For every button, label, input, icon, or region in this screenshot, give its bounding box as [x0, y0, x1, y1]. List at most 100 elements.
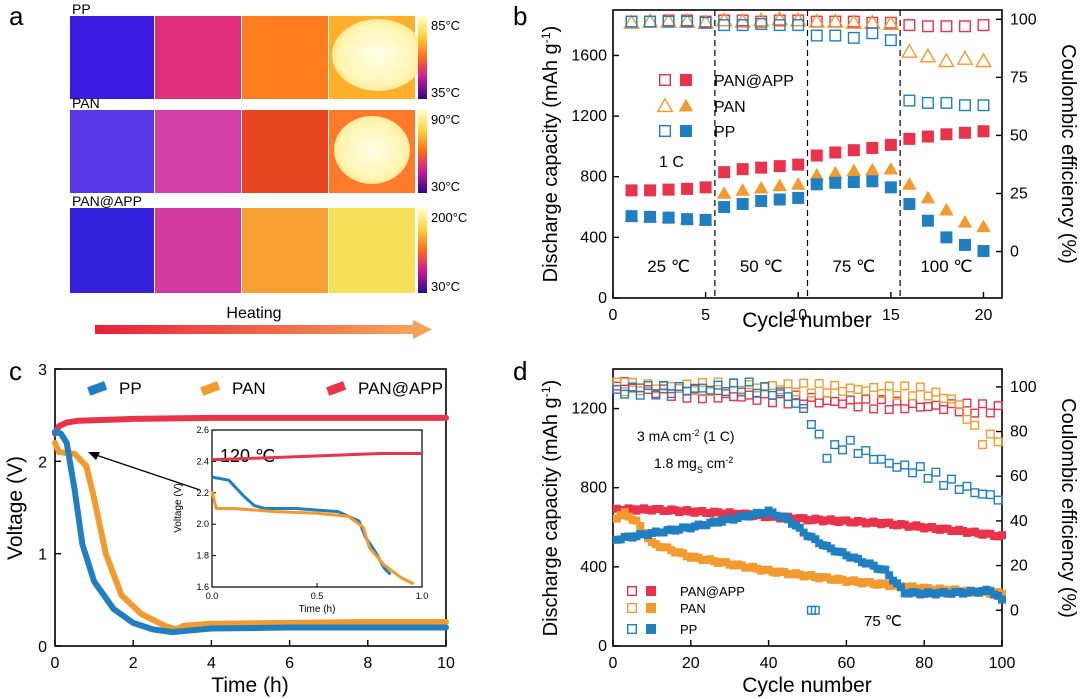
ce-point — [900, 381, 910, 391]
ir-scale-max-pan-app: 200°C — [431, 210, 467, 225]
capacity-point — [998, 531, 1006, 540]
legend-marker-open — [627, 603, 638, 614]
ce-point — [627, 382, 637, 392]
current-density-annotation: 3 mA cm-2 (1 C) — [637, 428, 734, 444]
ir-image-pan-app-2 — [155, 208, 241, 293]
capacity-point — [625, 184, 638, 197]
ce-point — [861, 446, 871, 456]
ce-point — [612, 384, 622, 394]
line-pp — [52, 428, 449, 636]
ce-point — [760, 381, 770, 391]
x-tick-label: 60 — [838, 655, 856, 672]
ir-scale-min-pan-app: 30°C — [431, 279, 460, 294]
ce-point — [861, 386, 871, 396]
x-tick-label: 2 — [129, 655, 138, 672]
capacity-point — [632, 516, 641, 525]
capacity-point — [847, 144, 860, 157]
capacity-point — [884, 138, 897, 151]
x-tick-label: 8 — [363, 655, 372, 672]
capacity-point — [718, 201, 731, 214]
y2-tick-label: 25 — [1010, 185, 1028, 202]
y-tick-label: 1200 — [571, 401, 607, 418]
ce-point — [729, 392, 739, 402]
ir-image-pan-3 — [242, 110, 328, 193]
inset-y-tick-label: 2.6 — [196, 425, 209, 435]
capacity-point — [620, 508, 629, 517]
ce-point — [792, 19, 805, 32]
ce-point — [903, 94, 916, 107]
capacity-point — [865, 162, 880, 176]
y-tick-label: 400 — [580, 559, 607, 576]
panel-letter-d: d — [513, 356, 527, 386]
ce-point — [783, 399, 793, 409]
ce-point — [884, 34, 897, 47]
y-tick-label: 400 — [580, 229, 607, 246]
x-axis-label: Time (h) — [211, 674, 288, 697]
ce-point — [939, 480, 949, 490]
ce-point — [822, 453, 832, 463]
capacity-point — [920, 190, 936, 204]
ce-point — [674, 384, 684, 394]
legend-label: PAN@APP — [358, 379, 443, 398]
ir-row-pp — [70, 16, 424, 99]
ce-point — [697, 383, 707, 393]
ce-point — [752, 11, 770, 27]
capacity-point — [958, 126, 971, 139]
x-tick-label: 4 — [207, 655, 216, 672]
capacity-point — [921, 214, 934, 227]
inset-x-label: Time (h) — [299, 604, 336, 615]
ce-point — [975, 52, 992, 68]
ce-point — [876, 389, 886, 399]
panel-letter-b: b — [513, 1, 527, 31]
panel-a: PP 85°C 35°C PAN 90°C 30°C PAN@APP — [70, 1, 467, 339]
line-pan — [52, 439, 449, 633]
ce-point — [681, 15, 694, 28]
ce-point — [705, 385, 715, 395]
ce-point — [697, 394, 707, 404]
y-tick-label: 2 — [38, 454, 47, 471]
series-pp-ce — [625, 15, 990, 112]
capacity-point — [866, 175, 879, 188]
capacity-point — [921, 130, 934, 143]
ce-point — [946, 394, 956, 404]
ce-point — [829, 29, 842, 42]
inset-y-tick-label: 2.2 — [196, 488, 209, 498]
capacity-point — [866, 141, 879, 154]
ce-point — [853, 402, 863, 412]
series-pp-ce — [612, 377, 1003, 505]
x-axis-label: Cycle number — [742, 674, 872, 697]
capacity-point — [810, 178, 823, 191]
ce-point — [869, 404, 879, 414]
ce-point — [767, 398, 777, 408]
ce-point — [915, 402, 925, 412]
y-tick-label: 1 — [38, 547, 47, 564]
capacity-point — [881, 565, 890, 574]
ce-point — [845, 383, 855, 393]
ce-point — [699, 16, 712, 29]
ce-point — [845, 435, 855, 445]
ce-point — [847, 31, 860, 44]
ce-point — [674, 383, 684, 393]
ce-point — [744, 380, 754, 390]
ce-point — [970, 488, 980, 498]
ce-point — [970, 420, 980, 430]
y-tick-label: 0 — [598, 290, 607, 307]
capacity-point — [636, 521, 645, 530]
capacity-point — [791, 177, 806, 190]
ce-point — [938, 52, 955, 68]
x-tick-label: 6 — [285, 655, 294, 672]
ce-point — [884, 381, 894, 391]
capacity-point — [792, 191, 805, 204]
capacity-point — [958, 238, 971, 251]
ce-point — [900, 460, 910, 470]
inset-x-tick-label: 1.0 — [416, 591, 429, 601]
plot-frame — [54, 368, 447, 647]
ce-point — [915, 462, 925, 472]
capacity-point — [998, 595, 1006, 604]
y-tick-label: 3 — [38, 362, 47, 379]
ce-point — [651, 390, 661, 400]
ce-point — [939, 393, 949, 403]
ce-point — [956, 50, 974, 65]
capacity-point — [846, 163, 862, 177]
capacity-point — [884, 181, 897, 194]
